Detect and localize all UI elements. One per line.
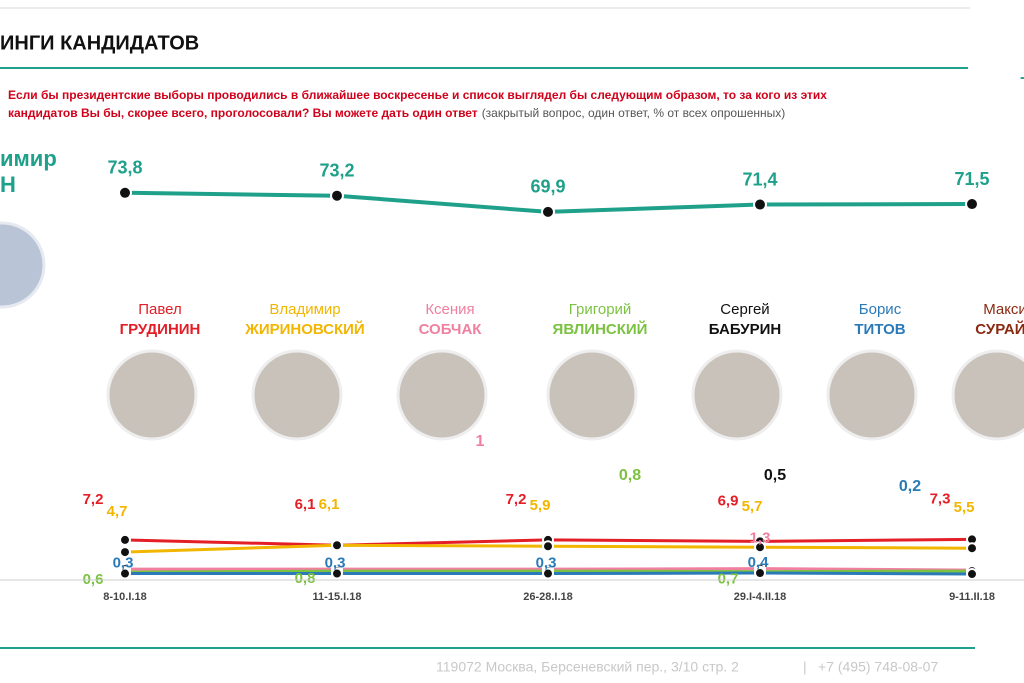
candidate-latest: 1 [476,433,485,450]
x-tick-label: 11-15.I.18 [313,591,362,603]
candidate-last-name: СУРАЙК [975,320,1024,338]
data-label: 73,2 [319,160,354,180]
data-point [966,568,978,581]
data-point [118,185,132,200]
candidate-first-name: Сергей [720,301,769,318]
data-label: 5,7 [742,498,763,515]
candidate-first-name: Григорий [569,301,632,318]
question-part: кандидатов Вы бы, скорее всего, проголос… [8,106,478,120]
data-label: 69,9 [530,177,565,197]
data-point [965,197,979,212]
data-label: 0,8 [295,570,316,587]
data-label: 1,3 [750,530,771,547]
x-tick-label: 26-28.I.18 [523,591,573,603]
data-point [119,546,131,559]
data-label: 7,2 [83,491,104,508]
candidate-photo [396,349,488,441]
data-label: 0,3 [113,555,134,572]
data-label: 7,3 [930,490,951,507]
x-tick-label: 8-10.I.18 [103,591,146,603]
footer-sep: | [803,659,807,675]
candidate-first-name: Борис [859,301,902,318]
data-label: 0,4 [748,554,770,571]
candidate-photo [546,349,638,441]
data-label: 6,9 [718,492,739,509]
x-tick-label: 9-11.II.18 [949,591,995,603]
edge-mark: - [1020,69,1024,86]
data-point [119,533,131,546]
candidate-last-name: ЯВЛИНСКИЙ [553,320,648,338]
data-label: 71,4 [742,169,777,189]
x-tick-label: 29.I-4.II.18 [734,591,787,603]
data-point [753,197,767,212]
data-label: 5,9 [530,497,551,514]
data-label: 6,1 [295,496,316,513]
candidate-latest: 0,8 [619,467,641,484]
candidate-photo [951,349,1024,441]
question-text-2: кандидатов Вы бы, скорее всего, проголос… [8,106,785,120]
data-point [542,540,554,553]
data-point [541,204,555,219]
candidate-photo [106,349,198,441]
data-point [754,541,766,554]
candidate-photo [691,349,783,441]
question-note: (закрытый вопрос, один ответ, % от всех … [482,106,786,120]
footer-address: 119072 Москва, Берсеневский пер., 3/10 с… [436,659,739,675]
data-point [966,542,978,555]
data-label: 6,1 [319,496,340,513]
candidate-first-name: Макси [983,301,1024,318]
candidate-last-name: ТИТОВ [854,321,905,338]
data-label: 4,7 [107,503,128,520]
candidate-photo [251,349,343,441]
candidate-last-name: ЖИРИНОВСКИЙ [244,320,364,338]
data-label: 73,8 [107,158,142,178]
data-label: 71,5 [954,169,989,189]
data-label: 0,7 [718,571,739,588]
data-point [331,539,343,552]
candidate-first-name: Владимир [269,301,340,318]
leader-photo [0,221,46,309]
leader-name: имир [0,146,57,171]
candidate-last-name: БАБУРИН [709,321,781,338]
data-label: 5,5 [954,499,975,516]
candidate-first-name: Ксения [425,301,474,318]
data-label: 0,3 [536,555,557,572]
data-point [119,567,131,580]
candidate-photo [826,349,918,441]
candidate-latest: 0,5 [764,467,786,484]
candidate-first-name: Павел [138,301,182,318]
data-label: 0,3 [325,555,346,572]
data-point [542,567,554,580]
candidate-last-name: ГРУДИНИН [120,321,201,338]
data-point [754,567,766,580]
data-label: 7,2 [506,491,527,508]
candidate-last-name: СОБЧАК [419,321,483,338]
candidate-latest: 0,2 [899,478,921,495]
data-point [331,567,343,580]
leader-surname: Н [0,172,16,197]
footer-phone: +7 (495) 748-08-07 [818,659,938,675]
question-text: Если бы президентские выборы проводились… [8,88,827,102]
page-title: ИНГИ КАНДИДАТОВ [0,32,199,54]
data-point [330,188,344,203]
